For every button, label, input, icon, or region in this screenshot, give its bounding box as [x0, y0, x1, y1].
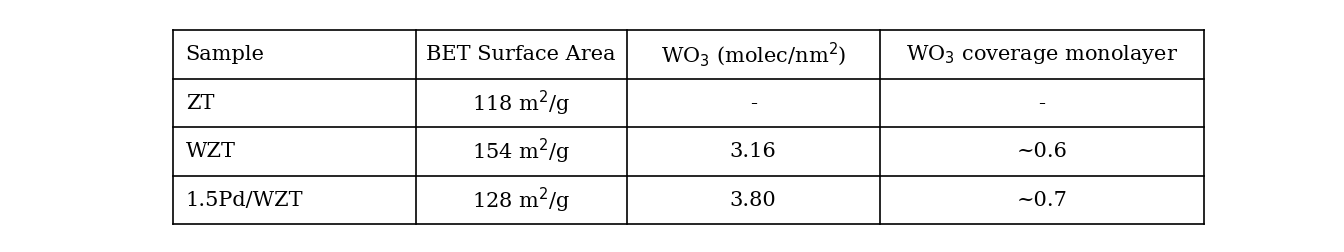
- Text: 3.16: 3.16: [730, 142, 777, 161]
- Text: WZT: WZT: [185, 142, 235, 161]
- Text: -: -: [750, 93, 757, 112]
- Text: ZT: ZT: [185, 93, 214, 112]
- Text: -: -: [1039, 93, 1046, 112]
- Text: WO$_3$ (molec/nm$^2$): WO$_3$ (molec/nm$^2$): [660, 40, 845, 69]
- Text: 154 m$^2$/g: 154 m$^2$/g: [472, 137, 570, 166]
- Text: 128 m$^2$/g: 128 m$^2$/g: [472, 185, 570, 215]
- Text: WO$_3$ coverage monolayer: WO$_3$ coverage monolayer: [906, 43, 1179, 66]
- Text: 1.5Pd/WZT: 1.5Pd/WZT: [185, 191, 304, 209]
- Text: ~0.7: ~0.7: [1016, 191, 1067, 209]
- Text: 118 m$^2$/g: 118 m$^2$/g: [472, 88, 570, 118]
- Text: 3.80: 3.80: [730, 191, 777, 209]
- Text: ~0.6: ~0.6: [1016, 142, 1067, 161]
- Text: Sample: Sample: [185, 45, 265, 64]
- Text: BET Surface Area: BET Surface Area: [426, 45, 616, 64]
